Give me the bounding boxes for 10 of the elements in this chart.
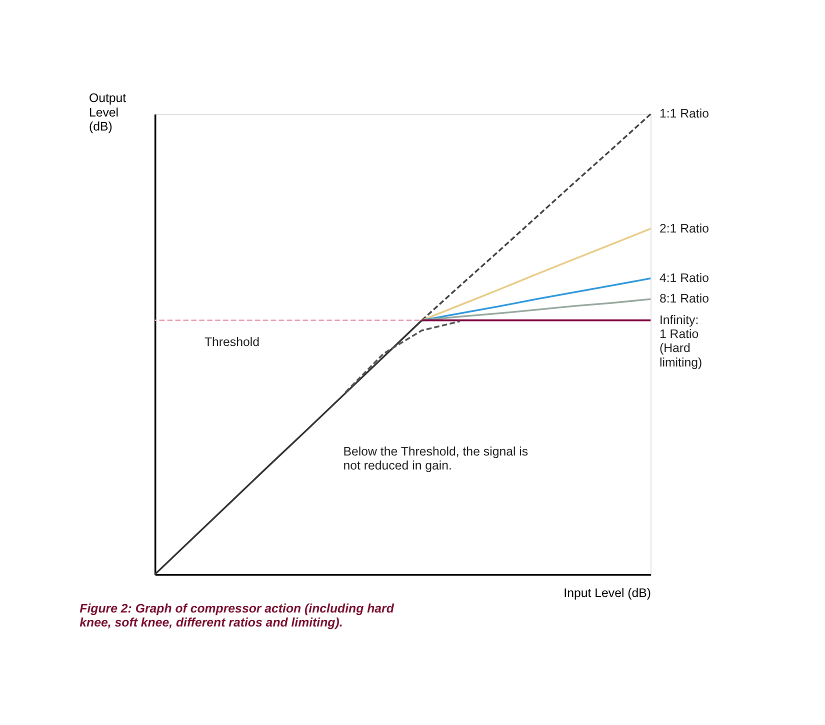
series-label: 4:1 Ratio [659, 270, 710, 285]
y-axis-title: Output Level (dB) [88, 91, 127, 134]
annotation: Below the Threshold, the signal is not reduced in gain. [343, 444, 528, 472]
ref-line-label: Threshold [204, 334, 260, 349]
x-axis-title: Input Level (dB) [564, 586, 652, 600]
series-label: 8:1 Ratio [659, 292, 710, 306]
caption: Figure 2: Graph of compressor action (including hard knee, soft knee, different ratios and limiting). [80, 601, 394, 630]
series-label: 2:1 Ratio [659, 221, 710, 236]
series-label: Infinity: 1 Ratio (Hard limiting) [659, 312, 702, 370]
series-label: 1:1 Ratio [659, 106, 710, 121]
